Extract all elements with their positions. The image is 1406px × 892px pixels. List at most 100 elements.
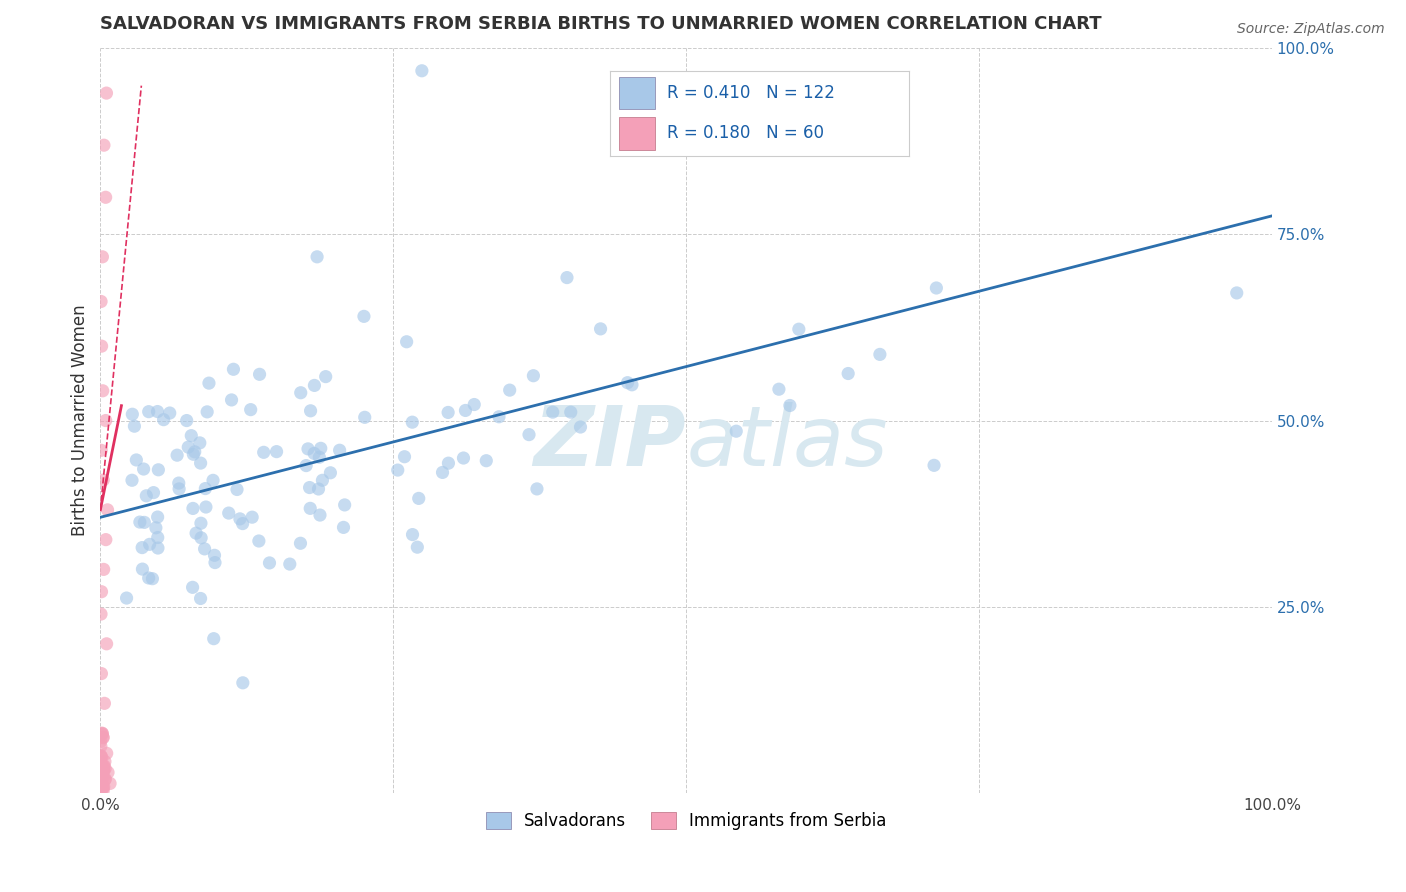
Point (91, 726, 114, 740)
Point (166, 448, 188, 462)
Point (91, 250, 114, 264)
Point (222, 362, 245, 376)
Point (90, 294, 112, 309)
Point (183, 447, 205, 461)
Point (141, 572, 163, 586)
Point (240, 510, 263, 524)
Point (90, 777, 112, 791)
Point (146, 404, 169, 418)
Point (91, 765, 114, 780)
Point (311, 473, 333, 487)
Point (121, 473, 143, 487)
Point (90, 666, 112, 681)
Point (159, 406, 181, 420)
Point (259, 556, 281, 570)
Point (93, 697, 115, 711)
Point (90, 734, 112, 748)
Point (787, 322, 810, 336)
Point (91, 767, 114, 781)
Point (132, 462, 155, 476)
Point (616, 376, 638, 390)
Point (204, 556, 226, 570)
Point (401, 527, 423, 541)
Point (131, 541, 153, 555)
Point (190, 456, 212, 470)
Point (93, 759, 115, 773)
Point (304, 378, 326, 392)
Point (204, 549, 226, 563)
Point (437, 456, 460, 470)
Point (232, 516, 254, 531)
Point (146, 510, 169, 524)
Point (93, 138, 115, 153)
Point (290, 536, 312, 550)
Point (90, 607, 112, 621)
Point (768, 382, 790, 396)
Point (295, 458, 318, 473)
Text: SALVADORAN VS IMMIGRANTS FROM SERBIA BIRTHS TO UNMARRIED WOMEN CORRELATION CHART: SALVADORAN VS IMMIGRANTS FROM SERBIA BIR… (100, 15, 1102, 33)
Point (555, 270, 578, 285)
Point (394, 450, 416, 464)
Point (94, 533, 117, 547)
Point (437, 405, 460, 419)
Point (226, 483, 249, 497)
Point (184, 526, 207, 541)
Point (90, 766, 112, 780)
Point (190, 591, 212, 606)
Point (198, 376, 221, 391)
Y-axis label: Births to Unmarried Women: Births to Unmarried Women (72, 305, 89, 536)
Point (148, 463, 170, 477)
Point (94, 190, 117, 204)
Point (90, 757, 112, 772)
Point (90, 584, 112, 599)
Point (190, 516, 212, 531)
Point (91, 778, 114, 792)
Point (181, 580, 204, 594)
Point (142, 485, 165, 500)
Point (307, 250, 329, 264)
Point (91, 726, 114, 740)
Point (309, 442, 332, 456)
Point (93, 758, 115, 772)
Point (463, 398, 485, 412)
Point (91, 780, 114, 795)
Point (181, 501, 204, 516)
Point (131, 562, 153, 576)
Point (91, 384, 114, 398)
Point (96, 637, 118, 651)
Point (837, 367, 859, 381)
Point (146, 541, 169, 555)
Point (353, 310, 375, 324)
Point (167, 476, 190, 491)
Point (90, 756, 112, 770)
Point (232, 675, 254, 690)
Point (94, 772, 117, 787)
Point (124, 419, 146, 434)
Point (333, 498, 356, 512)
Point (522, 368, 544, 383)
Point (91, 762, 114, 776)
Point (297, 442, 319, 456)
Point (299, 501, 322, 516)
Point (194, 541, 217, 556)
Point (94, 762, 117, 776)
Point (922, 458, 945, 473)
Point (98, 776, 121, 790)
Point (278, 557, 301, 571)
Point (176, 413, 198, 427)
Point (91, 731, 114, 745)
Point (90, 443, 112, 458)
Point (97, 765, 120, 780)
Point (93, 562, 115, 576)
Point (239, 402, 262, 417)
Point (90, 749, 112, 764)
Point (401, 415, 423, 429)
Point (194, 482, 217, 496)
Point (93, 764, 115, 778)
Point (96, 746, 118, 760)
Point (91, 473, 114, 487)
Point (146, 531, 169, 545)
Point (620, 377, 643, 392)
Point (221, 392, 243, 407)
Text: atlas: atlas (686, 402, 887, 483)
